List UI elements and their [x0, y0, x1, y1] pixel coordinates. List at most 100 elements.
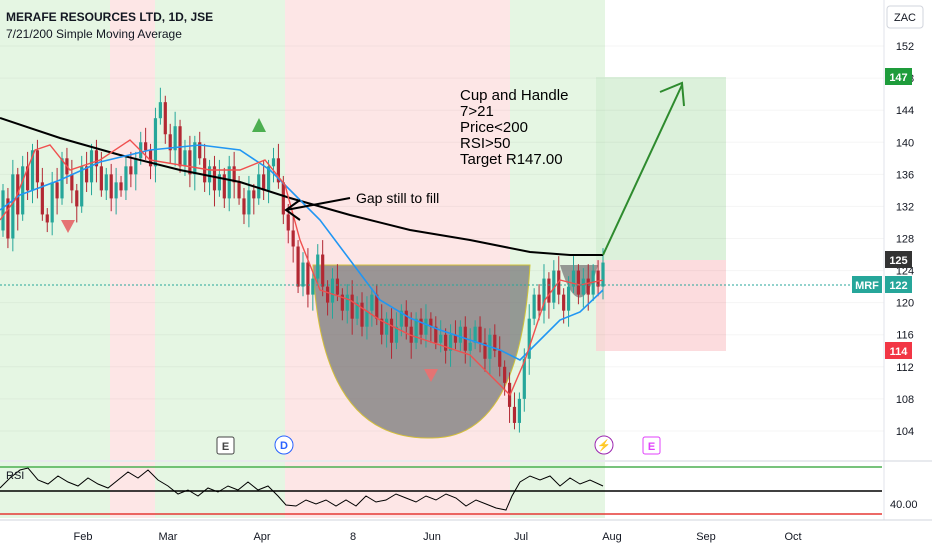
- candle-up: [50, 182, 54, 223]
- candle-down: [99, 166, 103, 191]
- svg-text:147: 147: [889, 72, 907, 84]
- candle-up: [217, 174, 221, 191]
- candle-down: [321, 254, 325, 287]
- price-tick-label: 116: [896, 330, 914, 342]
- candle-down: [478, 326, 482, 343]
- candle-up: [11, 174, 15, 239]
- candle-down: [168, 134, 172, 151]
- candle-down: [276, 158, 281, 183]
- time-tick-label: Mar: [159, 531, 178, 543]
- candle-up: [399, 310, 403, 327]
- price-tick-label: 132: [896, 201, 914, 213]
- candle-up: [21, 166, 25, 215]
- candle-down: [109, 174, 113, 199]
- candle-down: [6, 198, 10, 239]
- candle-up: [394, 326, 399, 343]
- candle-up: [207, 166, 212, 183]
- candle-down: [586, 278, 590, 295]
- gap-note: Gap still to fill: [356, 190, 439, 206]
- candle-down: [493, 334, 497, 351]
- candle-up: [566, 286, 571, 311]
- candle-down: [212, 166, 217, 191]
- bull-region: [155, 0, 285, 460]
- candle-up: [345, 294, 349, 311]
- background-regions: [0, 0, 605, 460]
- candle-down: [404, 310, 408, 327]
- candle-down: [203, 158, 207, 183]
- earnings-event-icon[interactable]: E: [216, 436, 235, 455]
- candle-down: [237, 182, 241, 199]
- candle-down: [45, 214, 49, 223]
- candle-down: [198, 142, 202, 159]
- candle-up: [227, 166, 231, 199]
- candle-up: [414, 318, 418, 343]
- candle-down: [242, 198, 246, 215]
- candle-up: [114, 182, 118, 199]
- target-price-badge: 147: [885, 68, 912, 85]
- price-tick-label: 108: [896, 394, 914, 406]
- sell-signal-icon: [61, 220, 75, 233]
- price-axis[interactable]: 104108112116120124128132136140144148152: [896, 41, 914, 438]
- candle-up: [581, 278, 585, 295]
- time-tick-label: Aug: [602, 531, 622, 543]
- candle-up: [158, 102, 162, 119]
- time-tick-label: Apr: [253, 531, 270, 543]
- candle-down: [562, 294, 566, 311]
- candle-up: [468, 342, 472, 351]
- candle-down: [434, 326, 438, 343]
- candle-up: [517, 398, 521, 423]
- chart-title: MERAFE RESOURCES LTD, 1D, JSE: [6, 10, 213, 24]
- rsi-level-label: 40.00: [890, 499, 918, 511]
- svg-text:MRF: MRF: [855, 280, 879, 292]
- candle-up: [257, 174, 261, 199]
- candle-up: [153, 118, 158, 167]
- candle-down: [350, 294, 354, 319]
- candle-up: [552, 270, 556, 303]
- candle-up: [124, 166, 128, 191]
- bear-region: [110, 0, 155, 460]
- candle-up: [193, 142, 197, 175]
- candle-up: [473, 326, 477, 343]
- candle-up: [1, 190, 5, 231]
- currency-selector[interactable]: ZAC: [886, 5, 924, 29]
- candle-up: [527, 318, 531, 359]
- svg-text:ZAC: ZAC: [894, 12, 916, 24]
- buy-signal-icon: [252, 118, 266, 132]
- candle-down: [335, 278, 340, 295]
- candle-down: [70, 174, 74, 191]
- earnings-event-icon[interactable]: E: [642, 436, 661, 455]
- time-tick-label: Jun: [423, 531, 441, 543]
- price-tick-label: 128: [896, 233, 914, 245]
- candle-up: [439, 334, 443, 343]
- candle-down: [94, 150, 99, 167]
- candle-down: [576, 270, 581, 295]
- dividend-event-icon[interactable]: D: [274, 435, 294, 455]
- split-event-icon[interactable]: ⚡: [594, 435, 614, 455]
- current-price-badge: MRF 122: [852, 276, 912, 293]
- candle-down: [286, 214, 290, 231]
- time-axis[interactable]: Feb Mar Apr 8 Jun Jul Aug Sep Oct: [74, 531, 802, 543]
- candle-up: [80, 166, 84, 207]
- candle-down: [232, 166, 236, 183]
- candle-down: [148, 150, 153, 167]
- candle-up: [183, 150, 187, 167]
- rsi-pane[interactable]: RSI 40.00: [0, 460, 932, 518]
- candle-down: [389, 318, 394, 343]
- stop-zone: [596, 260, 726, 351]
- svg-text:Target R147.00: Target R147.00: [460, 151, 563, 168]
- candle-up: [30, 150, 35, 191]
- candle-down: [144, 142, 148, 151]
- candle-down: [222, 174, 226, 199]
- candle-down: [498, 350, 502, 367]
- gap-arrow: [284, 197, 351, 221]
- candle-down: [380, 318, 384, 335]
- price-tick-label: 136: [896, 169, 914, 181]
- indicator-label: 7/21/200 Simple Moving Average: [6, 27, 182, 41]
- candle-down: [40, 182, 44, 215]
- svg-text:122: 122: [889, 280, 907, 292]
- candle-up: [173, 126, 177, 151]
- price-tick-label: 112: [896, 362, 914, 374]
- candle-down: [306, 262, 310, 295]
- candle-up: [571, 270, 576, 287]
